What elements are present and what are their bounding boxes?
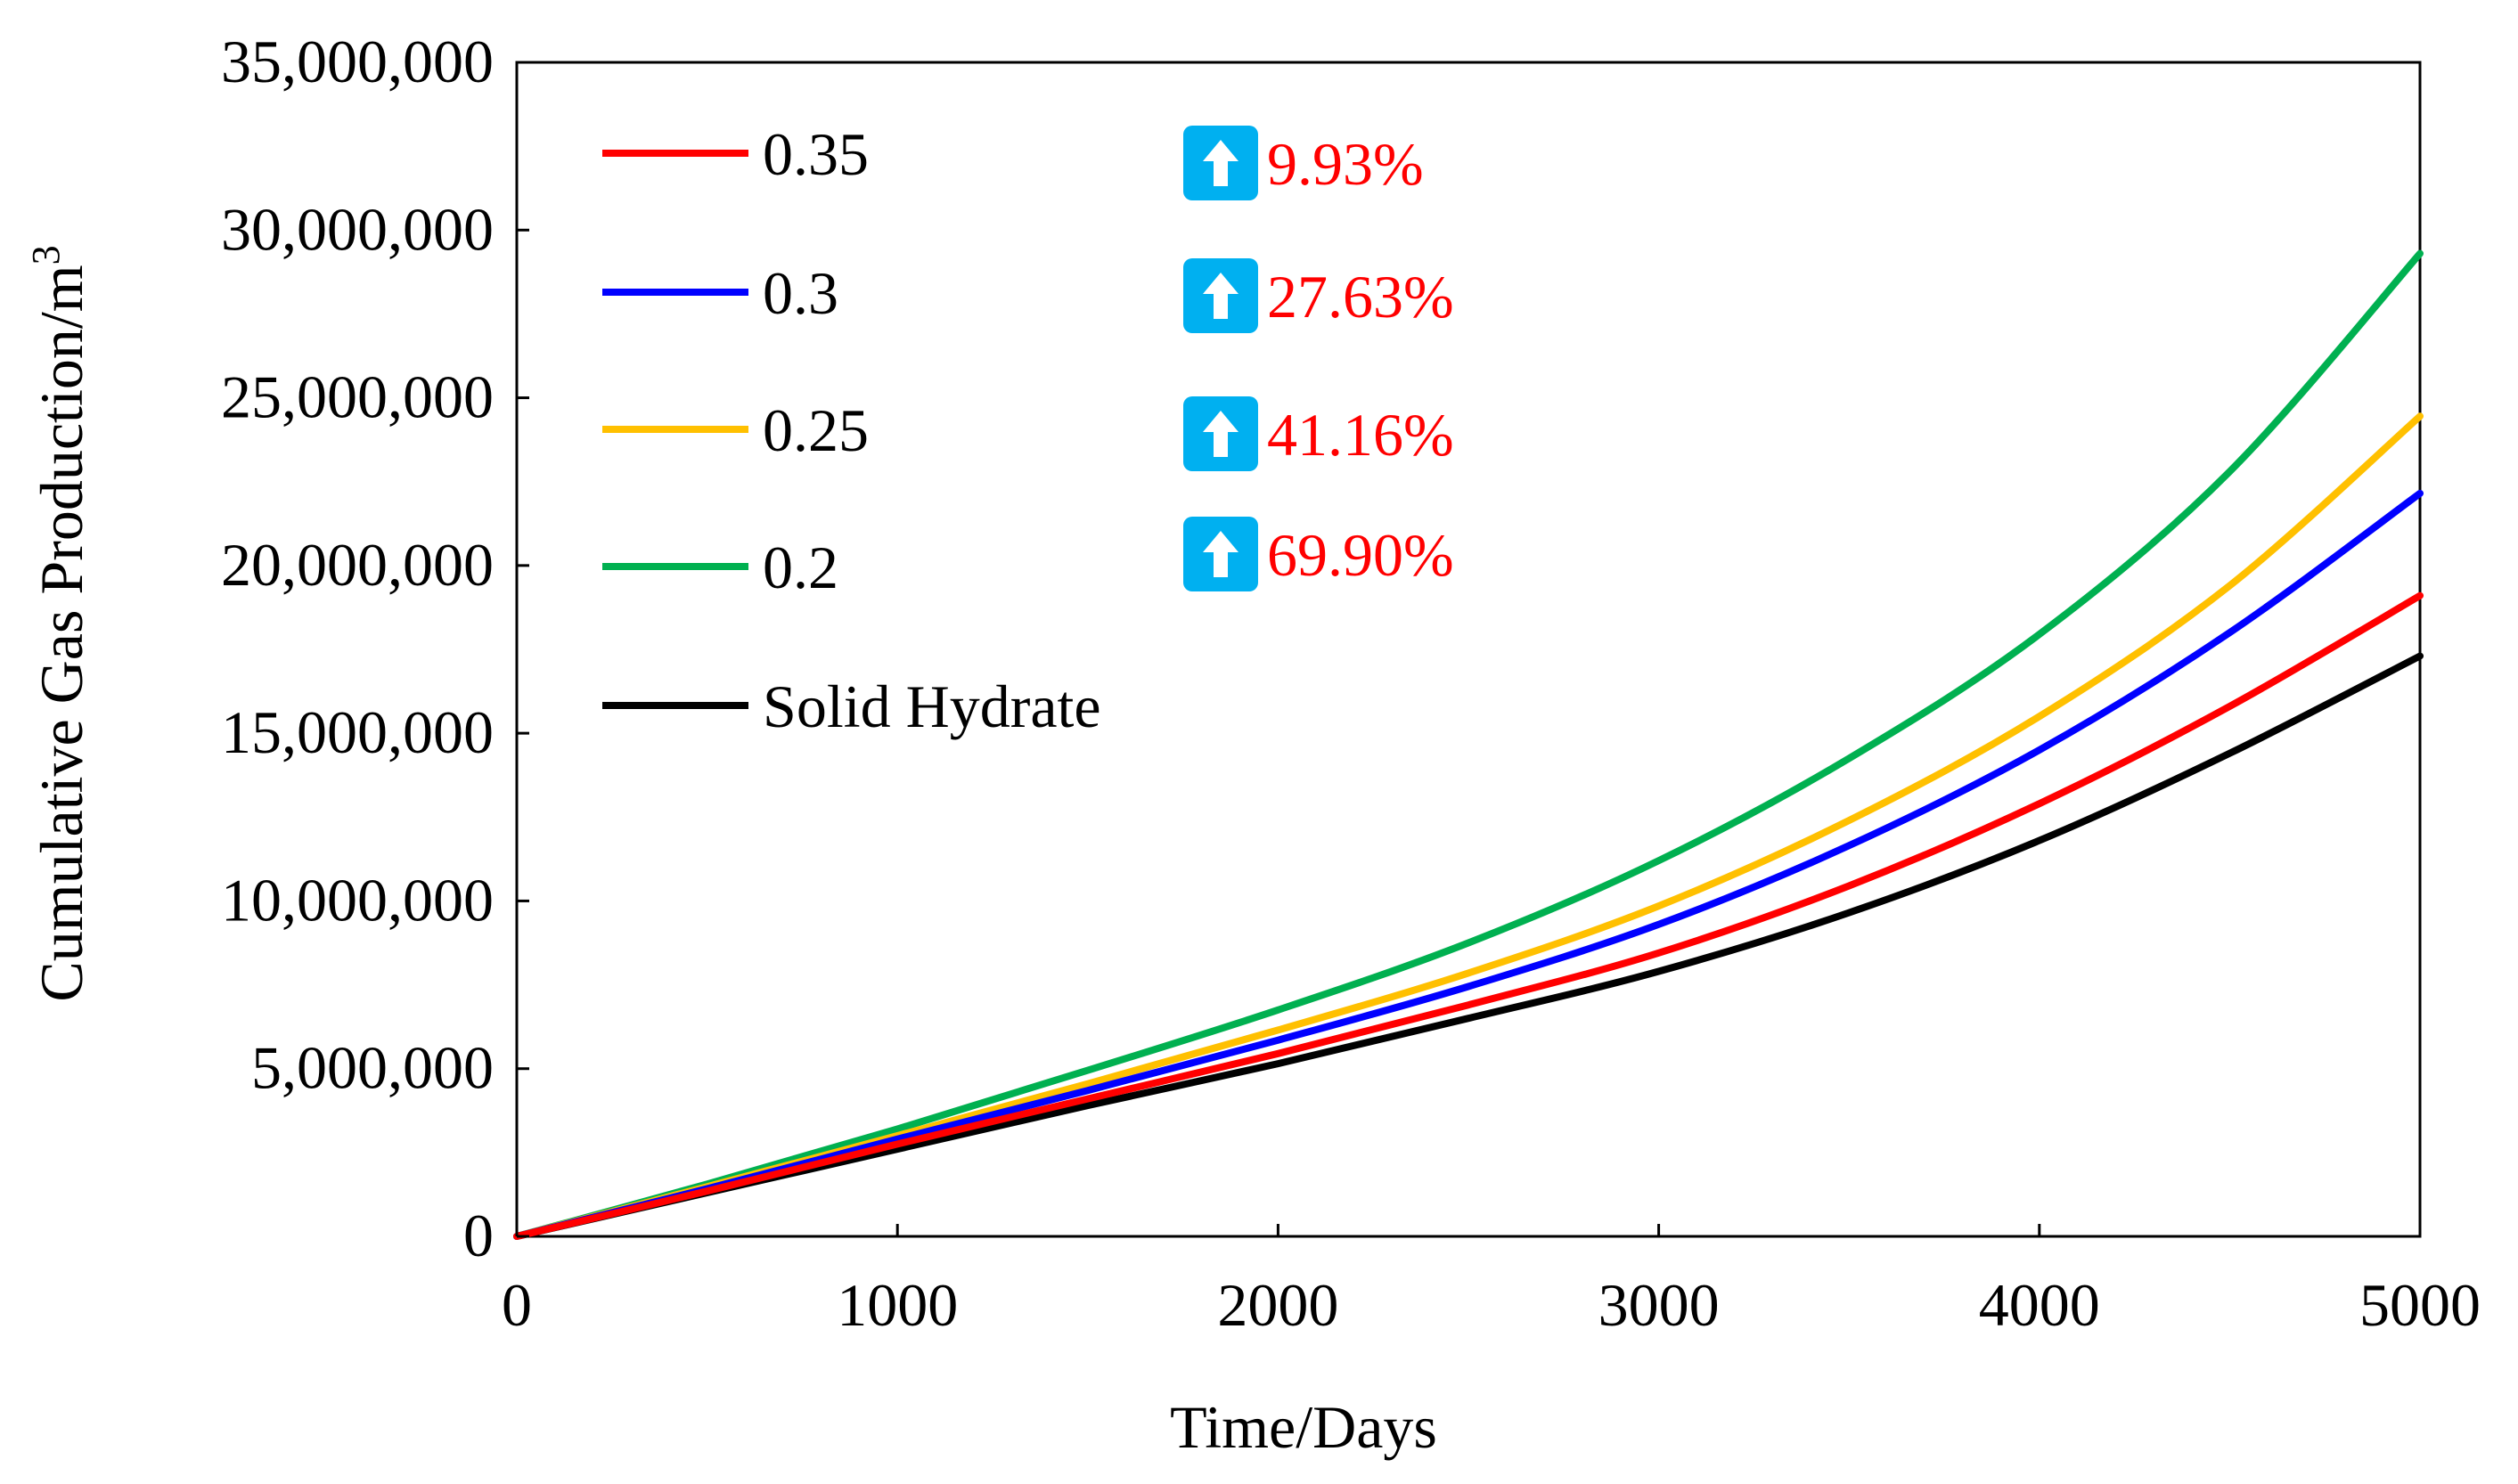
- y-tick-label: 20,000,000: [221, 531, 494, 599]
- y-tick-label: 35,000,000: [221, 28, 494, 95]
- annotation: 27.63%: [1183, 258, 1454, 333]
- y-axis-title: Cumulative Gas Production/m3: [24, 245, 95, 1001]
- series-line-0-3: [513, 489, 2424, 1240]
- series-line-solid-hydrate: [513, 652, 2424, 1240]
- annotation: 9.93%: [1183, 126, 1424, 200]
- legend-label: Solid Hydrate: [763, 673, 1101, 740]
- annotation-label: 9.93%: [1267, 130, 1424, 198]
- x-tick-label: 0: [502, 1271, 532, 1339]
- y-tick-label: 15,000,000: [221, 698, 494, 766]
- up-arrow-glyph: [1203, 140, 1239, 186]
- series-line-0-35: [513, 591, 2424, 1240]
- y-axis-title-main: Cumulative Gas Production/m: [28, 265, 95, 1001]
- x-tick-label: 1000: [837, 1271, 958, 1339]
- legend-label: 0.2: [763, 534, 838, 601]
- y-tick-label: 10,000,000: [221, 866, 494, 934]
- legend-label: 0.3: [763, 259, 838, 327]
- series-layer: [513, 249, 2424, 1240]
- annotation-label: 41.16%: [1267, 401, 1454, 469]
- series-line-0-2: [513, 249, 2424, 1240]
- axis-layer: 0 1000 2000 3000 4000 5000 0 5,000,000 10,000,00…: [221, 28, 2481, 1339]
- x-tick-label: 4000: [1979, 1271, 2100, 1339]
- y-tick-label: 5,000,000: [251, 1034, 494, 1102]
- y-axis-title-superscript: 3: [24, 245, 68, 265]
- up-arrow-glyph: [1203, 273, 1239, 319]
- annotation-label: 27.63%: [1267, 263, 1454, 330]
- y-tick-label: 0: [463, 1202, 494, 1269]
- annotation: 41.16%: [1183, 396, 1454, 471]
- x-tick-label: 3000: [1598, 1271, 1720, 1339]
- up-arrow-glyph: [1203, 531, 1239, 577]
- y-tick-label: 30,000,000: [221, 195, 494, 263]
- up-arrow-glyph: [1203, 411, 1239, 457]
- x-tick-label: 5000: [2359, 1271, 2481, 1339]
- annotations: 9.93% 27.63% 41.16% 69.90%: [1183, 126, 1454, 591]
- annotation-label: 69.90%: [1267, 521, 1454, 589]
- annotation: 69.90%: [1183, 517, 1454, 591]
- x-tick-label: 2000: [1217, 1271, 1338, 1339]
- legend: 0.35 0.3 0.25 0.2 Solid Hydrate: [602, 120, 1101, 740]
- plot-area: [515, 61, 2422, 1238]
- legend-label: 0.25: [763, 396, 869, 464]
- plot-frame: [515, 61, 2422, 1238]
- y-tick-label: 25,000,000: [221, 363, 494, 431]
- legend-label: 0.35: [763, 120, 869, 188]
- x-axis-title: Time/Days: [1170, 1393, 1437, 1461]
